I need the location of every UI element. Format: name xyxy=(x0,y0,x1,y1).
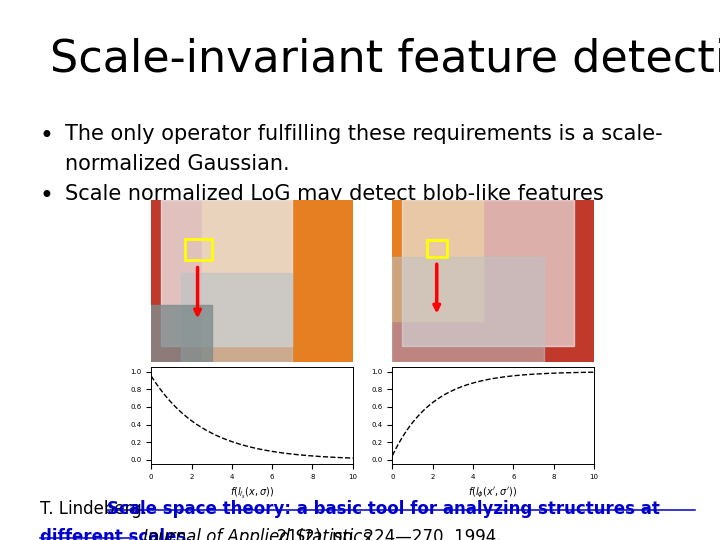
Text: •: • xyxy=(40,184,53,207)
Text: T. Lindeberg.: T. Lindeberg. xyxy=(40,500,152,517)
Text: Scale-invariant feature detection: Scale-invariant feature detection xyxy=(50,38,720,81)
Bar xyxy=(427,240,447,256)
Text: •: • xyxy=(40,124,53,148)
Text: Journal of Applied Statistics: Journal of Applied Statistics xyxy=(138,528,371,540)
Text: , 21(2), pp. 224—270, 1994.: , 21(2), pp. 224—270, 1994. xyxy=(266,528,501,540)
Bar xyxy=(202,200,353,362)
X-axis label: $f(l_{\phi}(x',\sigma'))$: $f(l_{\phi}(x',\sigma'))$ xyxy=(469,485,518,500)
Bar xyxy=(402,200,574,346)
Text: The only operator fulfilling these requirements is a scale-: The only operator fulfilling these requi… xyxy=(65,124,662,144)
Text: normalized Gaussian.: normalized Gaussian. xyxy=(65,154,289,174)
Bar xyxy=(392,200,483,321)
Text: different scales.: different scales. xyxy=(40,528,192,540)
Text: Scale space theory: a basic tool for analyzing structures at: Scale space theory: a basic tool for ana… xyxy=(107,500,660,517)
Bar xyxy=(181,273,292,362)
Bar xyxy=(392,256,544,362)
Bar xyxy=(186,239,212,260)
Bar xyxy=(161,200,292,346)
X-axis label: $f(l_{l_{s}}(x,\sigma))$: $f(l_{l_{s}}(x,\sigma))$ xyxy=(230,485,274,501)
Text: Scale normalized LoG may detect blob-like features: Scale normalized LoG may detect blob-lik… xyxy=(65,184,603,204)
Bar xyxy=(151,305,212,362)
